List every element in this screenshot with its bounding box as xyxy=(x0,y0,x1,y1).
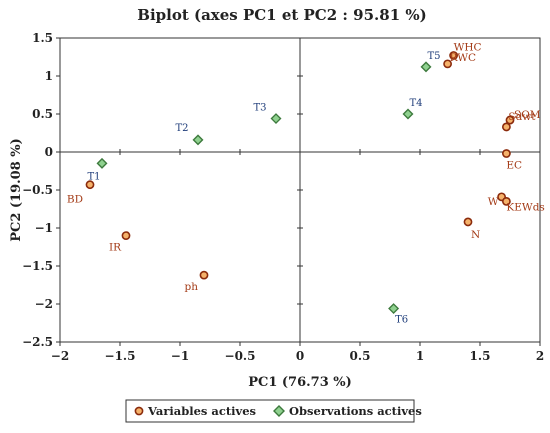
variable-label: ph xyxy=(185,281,199,293)
x-tick-label: 1 xyxy=(416,349,424,363)
x-tick-label: −2 xyxy=(51,349,69,363)
legend: Variables actives Observations actives xyxy=(125,399,422,423)
observation-label: T6 xyxy=(395,315,408,326)
observation-label: T2 xyxy=(175,123,188,134)
chart-title: Biplot (axes PC1 et PC2 : 95.81 %) xyxy=(137,6,426,24)
variable-label: KEWds xyxy=(506,201,544,213)
legend-variables-marker xyxy=(134,406,144,416)
observation-label: T4 xyxy=(409,98,422,109)
x-tick-label: −1 xyxy=(171,349,189,363)
variable-label: Sdwt xyxy=(508,111,536,123)
y-tick-label: 1.5 xyxy=(32,31,53,45)
variable-point xyxy=(505,115,515,125)
x-tick-label: 0 xyxy=(296,349,304,363)
variable-label: N xyxy=(471,229,480,241)
observation-point xyxy=(402,108,414,120)
x-tick-label: 2 xyxy=(536,349,544,363)
x-tick-label: −0.5 xyxy=(225,349,256,363)
variable-label: SOM xyxy=(514,109,541,121)
legend-observations-marker xyxy=(273,405,285,417)
y-tick-label: −0.5 xyxy=(22,183,53,197)
variable-point xyxy=(121,231,131,240)
legend-variables-label: Variables actives xyxy=(147,404,256,418)
observation-label: T1 xyxy=(87,171,100,182)
variable-point xyxy=(501,196,511,206)
y-tick-label: 0.5 xyxy=(32,107,53,121)
variable-point xyxy=(85,180,95,190)
variable-label: EC xyxy=(506,160,522,172)
x-tick-label: −1.5 xyxy=(105,349,136,363)
legend-box xyxy=(125,399,415,423)
observation-label: T3 xyxy=(253,103,266,114)
variable-point xyxy=(501,122,511,132)
variable-label: WHC xyxy=(454,41,482,53)
y-tick-label: 1 xyxy=(45,69,53,83)
y-tick-label: −2.5 xyxy=(22,335,53,349)
variable-label: BD xyxy=(67,194,83,206)
axes-layer: −2 −1.5 −1 −0.5 0 0.5 1 1.5 2−2.5−2−1.5−1−0.500.… xyxy=(22,31,544,363)
variable-point xyxy=(199,270,209,280)
observation-point xyxy=(420,61,432,73)
variable-label: IR xyxy=(109,242,122,254)
y-tick-label: 0 xyxy=(45,145,53,159)
x-tick-label: 0.5 xyxy=(350,349,371,363)
variable-label: W xyxy=(488,196,499,208)
variable-point xyxy=(501,149,511,158)
observation-point xyxy=(96,157,108,169)
y-tick-label: −1.5 xyxy=(22,259,53,273)
y-axis-label: PC2 (19.08 %) xyxy=(9,138,24,242)
variable-label: RWC xyxy=(450,52,477,64)
observation-point xyxy=(192,134,204,146)
variable-point xyxy=(443,59,452,69)
variable-point xyxy=(449,51,458,60)
variable-point xyxy=(463,217,473,227)
y-tick-label: −1 xyxy=(35,221,53,235)
y-tick-label: −2 xyxy=(35,297,53,311)
observation-point xyxy=(388,303,400,315)
observation-point xyxy=(270,113,282,125)
observation-label: T5 xyxy=(427,51,440,62)
x-axis-label: PC1 (76.73 %) xyxy=(248,375,352,390)
x-tick-label: 1.5 xyxy=(470,349,491,363)
legend-observations-label: Observations actives xyxy=(289,404,422,418)
